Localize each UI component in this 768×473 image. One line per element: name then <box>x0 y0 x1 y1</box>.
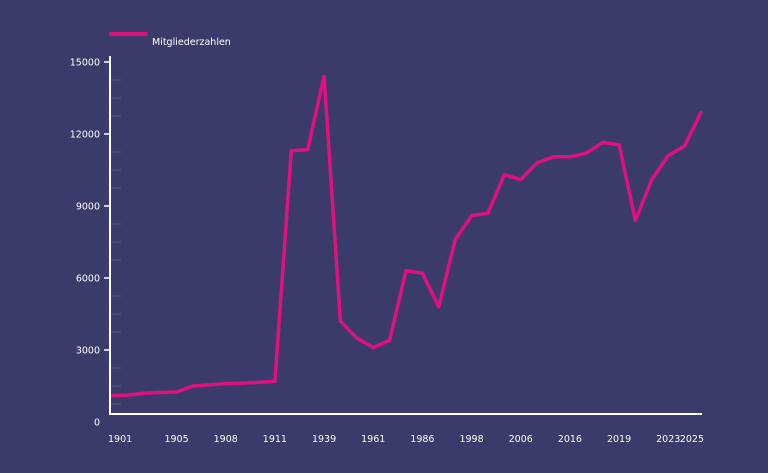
x-tick-label: 2006 <box>509 434 533 445</box>
x-tick-label: 1961 <box>361 434 385 445</box>
series-line-mitgliederzahlen <box>109 74 703 398</box>
x-tick-label: 1911 <box>263 434 287 445</box>
x-tick-label: 2025 <box>680 434 704 445</box>
x-tick-label: 1939 <box>312 434 336 445</box>
x-tick-label: 2023 <box>656 434 680 445</box>
x-tick-label: 2016 <box>558 434 582 445</box>
x-axis-labels: 1901 1905 1908 1911 1939 1961 1986 1998 2006 2016… <box>108 434 704 445</box>
x-tick-label: 1901 <box>108 434 132 445</box>
y-tick-label: 12000 <box>70 130 100 141</box>
y-tick-label: 0 <box>94 418 100 429</box>
y-tick-label: 15000 <box>70 58 100 69</box>
x-tick-label: 1998 <box>459 434 483 445</box>
x-tick-label: 1905 <box>164 434 188 445</box>
legend: Mitgliederzahlen <box>109 32 231 48</box>
y-tick-label: 3000 <box>76 346 100 357</box>
y-minor-ticks <box>111 79 121 405</box>
y-tick-label: 6000 <box>76 274 100 285</box>
x-tick-label: 2019 <box>607 434 631 445</box>
x-tick-label: 1908 <box>214 434 238 445</box>
legend-label: Mitgliederzahlen <box>152 37 231 48</box>
y-axis-labels: 0 3000 6000 9000 12000 15000 <box>70 58 100 429</box>
y-tick-label: 9000 <box>76 202 100 213</box>
x-tick-label: 1986 <box>410 434 434 445</box>
